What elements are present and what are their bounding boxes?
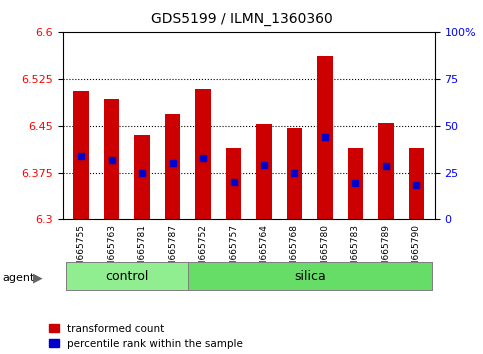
Text: ▶: ▶ (33, 272, 43, 284)
Bar (256, 124, 271, 219)
Bar (196, 90, 211, 219)
Bar (66, 262, 188, 290)
Bar (287, 128, 302, 219)
Text: agent: agent (2, 273, 35, 283)
Bar (226, 148, 241, 219)
Bar (348, 148, 363, 219)
Bar (134, 135, 150, 219)
Text: control: control (105, 270, 148, 282)
Text: GDS5199 / ILMN_1360360: GDS5199 / ILMN_1360360 (151, 12, 332, 27)
Legend: transformed count, percentile rank within the sample: transformed count, percentile rank withi… (49, 324, 243, 349)
Bar (409, 148, 424, 219)
Text: silica: silica (294, 270, 326, 282)
Bar (317, 56, 333, 219)
Bar (104, 99, 119, 219)
Bar (73, 91, 89, 219)
Bar (165, 114, 180, 219)
Bar (188, 262, 432, 290)
Bar (378, 122, 394, 219)
